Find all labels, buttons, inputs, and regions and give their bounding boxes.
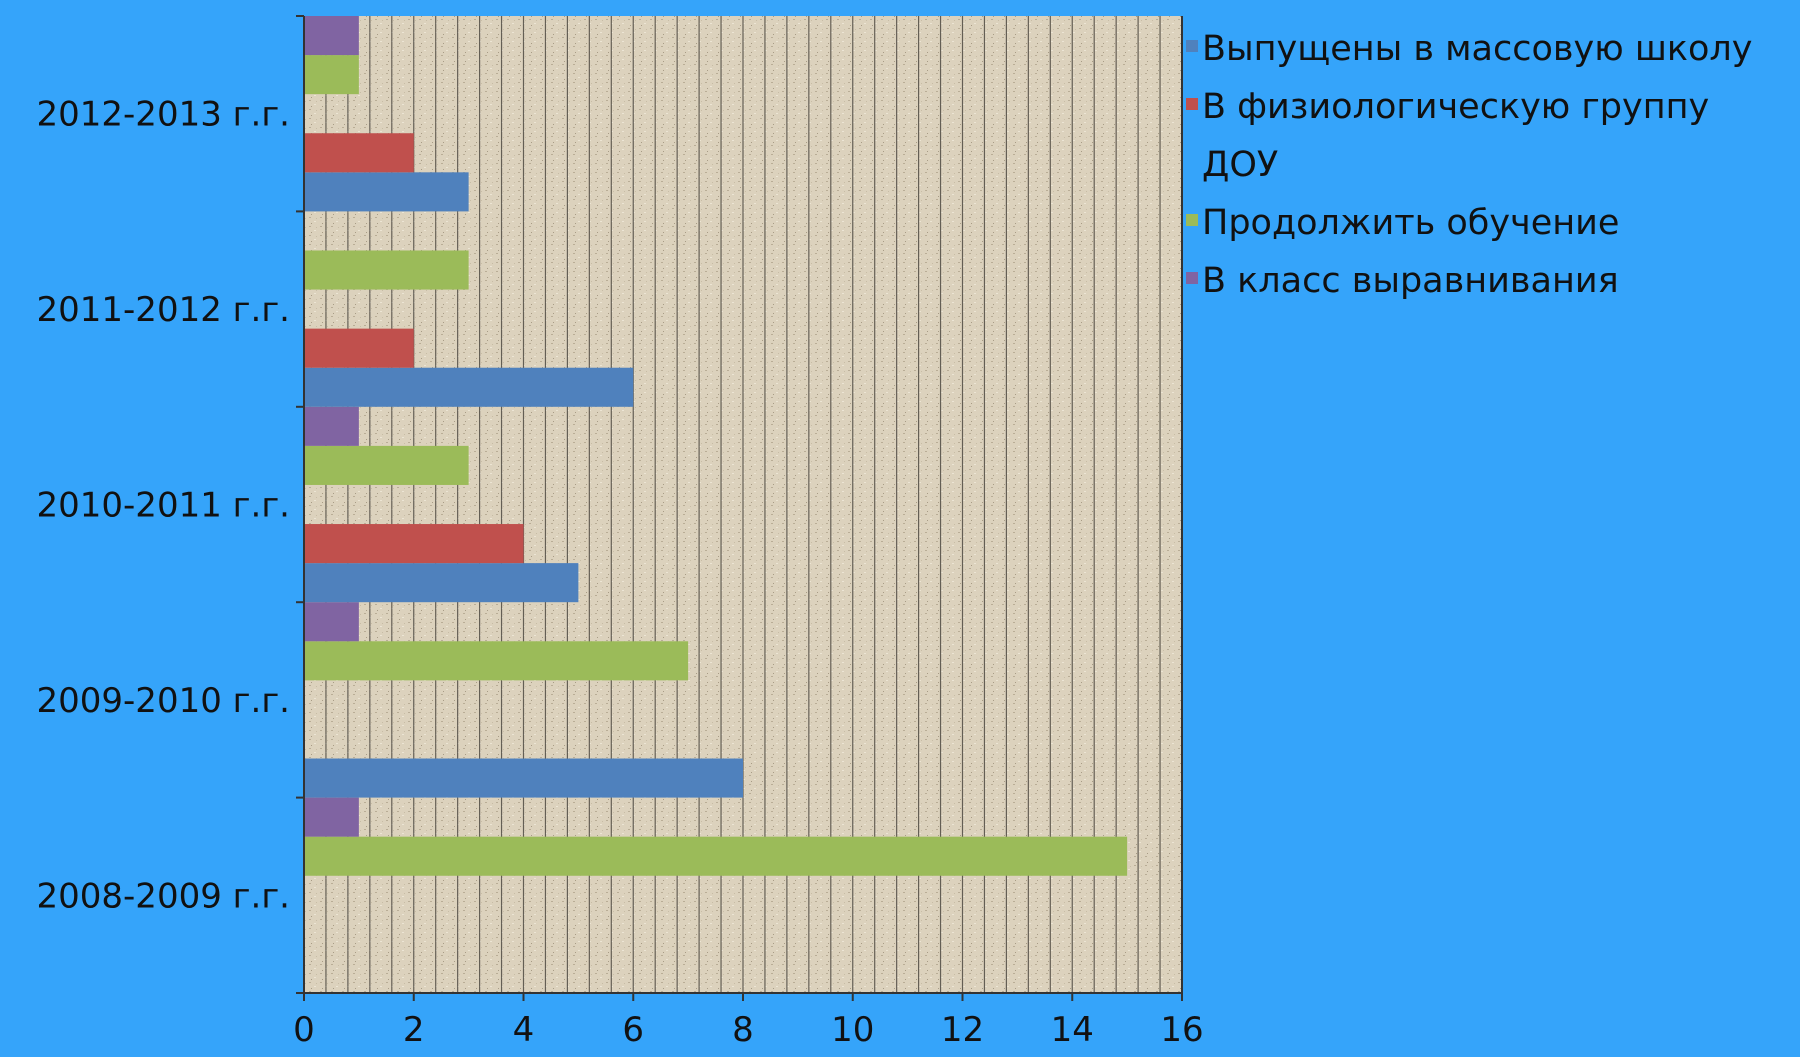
x-tick-label: 4: [513, 1010, 535, 1050]
category-label: 2012-2013 г.г.: [37, 95, 290, 135]
legend-label: Продолжить обучение: [1202, 203, 1619, 243]
legend-swatch: [1186, 98, 1198, 110]
legend-label: В класс выравнивания: [1202, 261, 1619, 301]
x-tick-label: 10: [831, 1010, 874, 1050]
category-label: 2008-2009 г.г.: [37, 876, 290, 916]
bar: [304, 641, 689, 681]
x-tick-label: 12: [941, 1010, 984, 1050]
bar: [304, 55, 359, 95]
bar: [304, 133, 414, 173]
x-tick-label: 8: [732, 1010, 754, 1050]
bar: [304, 367, 634, 407]
x-tick-label: 16: [1160, 1010, 1203, 1050]
bar: [304, 250, 469, 290]
legend-label: Выпущены в массовую школу: [1202, 29, 1752, 69]
legend-swatch: [1186, 214, 1198, 226]
bar: [304, 406, 359, 446]
bar: [304, 602, 359, 642]
legend-swatch: [1186, 156, 1198, 168]
bar: [304, 797, 359, 837]
bar: [304, 328, 414, 368]
bar: [304, 16, 359, 56]
legend-label: В физиологическую группу: [1202, 87, 1709, 127]
bar: [304, 758, 743, 798]
x-tick-label: 2: [403, 1010, 425, 1050]
x-tick-label: 0: [293, 1010, 315, 1050]
category-label: 2010-2011 г.г.: [37, 486, 290, 526]
x-tick-label: 14: [1051, 1010, 1094, 1050]
category-label: 2009-2010 г.г.: [37, 681, 290, 721]
legend-swatch: [1186, 272, 1198, 284]
bar: [304, 563, 579, 603]
bar: [304, 172, 469, 212]
x-tick-label: 6: [622, 1010, 644, 1050]
legend-label: ДОУ: [1202, 145, 1278, 185]
legend-swatch: [1186, 40, 1198, 52]
bar: [304, 524, 524, 564]
bar: [304, 445, 469, 485]
bar: [304, 836, 1128, 876]
category-label: 2011-2012 г.г.: [37, 290, 290, 330]
